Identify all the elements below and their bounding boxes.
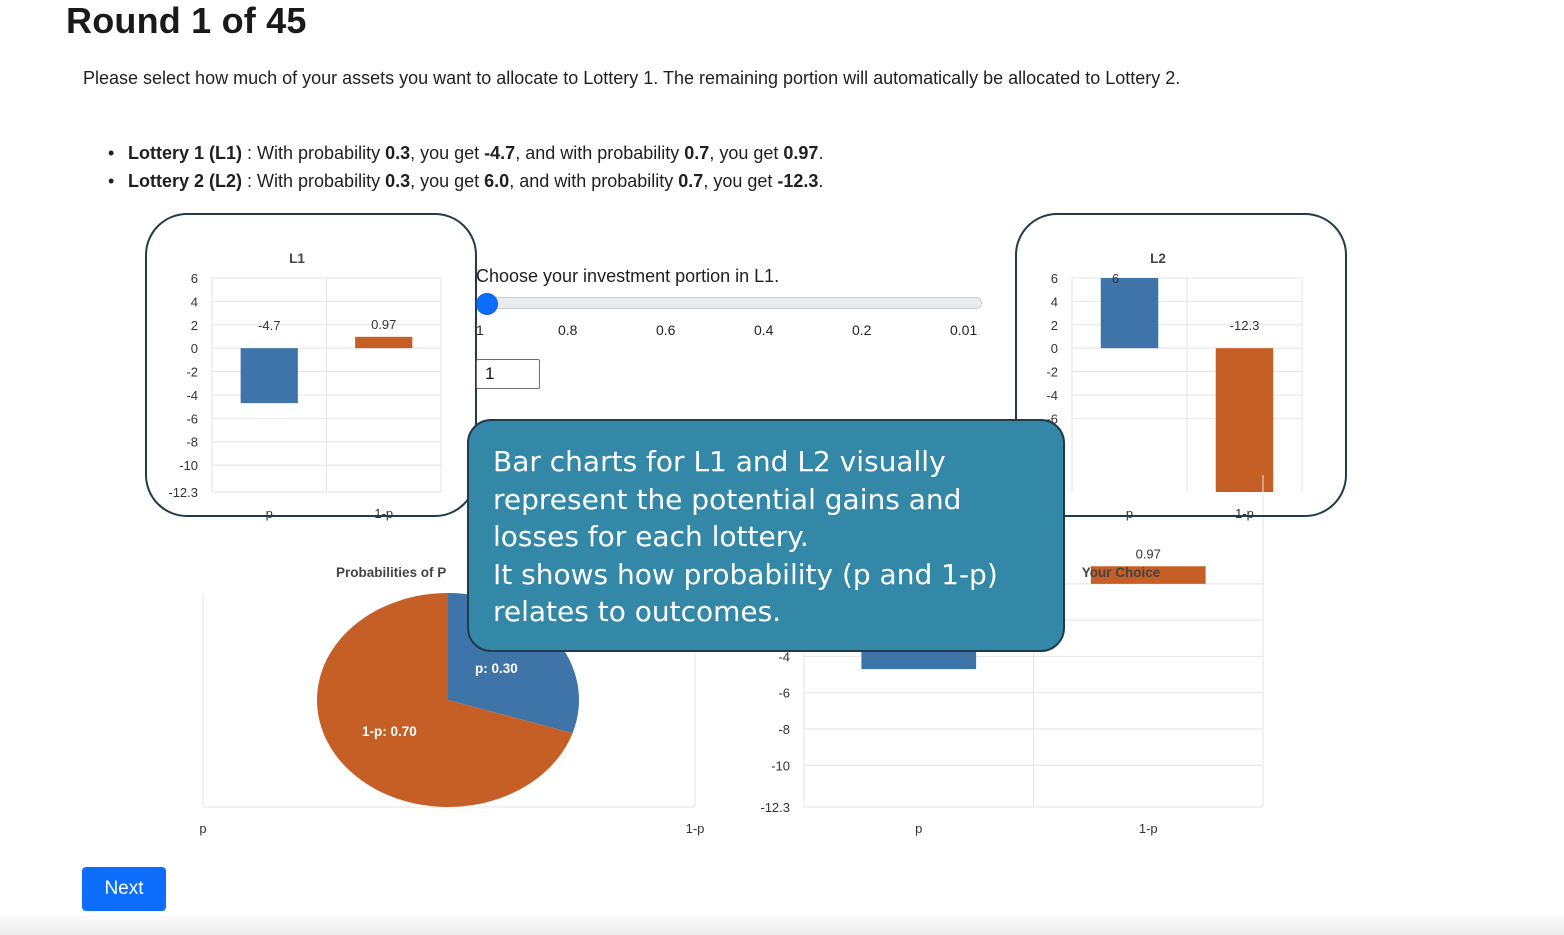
slider-tick-label: 0.4 — [754, 322, 774, 338]
l2-ytick-label: 4 — [1051, 294, 1058, 309]
lottery-outcome: -4.7 — [484, 143, 516, 163]
lottery-probability: 0.7 — [684, 143, 710, 163]
l2-bar-1-p — [1215, 348, 1274, 492]
prob-slice-label: 1-p: 0.70 — [362, 724, 417, 739]
slider-ticks: 1 0.8 0.6 0.4 0.2 0.01 — [476, 322, 986, 342]
prob-title: Probabilities of P — [336, 565, 446, 580]
choice-ytick-label: -10 — [771, 758, 790, 773]
l2-data-label: 6 — [1112, 271, 1119, 286]
slider-tick-label: 0.2 — [852, 322, 872, 338]
l1-data-label: 0.97 — [371, 317, 396, 332]
prob-xtick-label: p — [199, 821, 206, 836]
l1-ytick-label: -4 — [186, 388, 198, 403]
slider-tick-label: 0.8 — [558, 322, 578, 338]
lottery-probability: 0.3 — [385, 171, 411, 191]
prob-xtick-label: 1-p — [686, 821, 705, 836]
choice-data-label: 0.97 — [1136, 546, 1161, 561]
l1-title: L1 — [289, 251, 305, 266]
investment-portion-input[interactable] — [476, 359, 540, 389]
choice-ytick-label: -8 — [778, 722, 790, 737]
lottery-text: , you get — [703, 171, 778, 191]
lottery-text: , you get — [410, 143, 485, 163]
choice-bar-1-p — [1090, 566, 1206, 584]
choice-ytick-label: -6 — [778, 686, 790, 701]
bottom-fade — [0, 911, 1564, 935]
tooltip-line: It shows how probability (p and 1-p) — [493, 557, 998, 591]
l2-ytick-label: 2 — [1051, 318, 1058, 333]
l1-ytick-label: 0 — [191, 341, 198, 356]
l2-ytick-label: -4 — [1046, 388, 1058, 403]
instructions-text: Please select how much of your assets yo… — [83, 68, 1181, 88]
lottery-outcome: 0.97 — [783, 143, 819, 163]
slider-tick-label: 0.6 — [656, 322, 676, 338]
tooltip-line: relates to outcomes. — [493, 595, 782, 628]
choice-ytick-label: -4 — [778, 649, 790, 664]
l2-xtick-label: 1-p — [1235, 506, 1254, 521]
lottery-outcome: -12.3 — [777, 171, 819, 191]
l1-xtick-label: 1-p — [374, 506, 393, 521]
lottery-label: Lottery 2 (L2) — [128, 171, 243, 191]
choice-ytick-label: -12.3 — [760, 800, 790, 815]
l2-ytick-label: 0 — [1051, 341, 1058, 356]
lottery-text: , and with probability — [509, 171, 679, 191]
lottery-label: Lottery 1 (L1) — [128, 143, 243, 163]
l1-ytick-label: -2 — [186, 365, 198, 380]
lottery-item-l2: Lottery 2 (L2) : With probability 0.3, y… — [108, 167, 823, 195]
investment-slider-block: Choose your investment portion in L1. 1 0… — [476, 266, 986, 338]
tutorial-tooltip: Bar charts for L1 and L2 visually represe… — [467, 419, 1065, 652]
l1-xtick-label: p — [266, 506, 273, 521]
lottery-list: Lottery 1 (L1) : With probability 0.3, y… — [108, 139, 823, 195]
lottery-text: , you get — [709, 143, 784, 163]
l1-ytick-label: -10 — [179, 458, 198, 473]
l2-ytick-label: -6 — [1046, 411, 1058, 426]
choice-xtick-label: 1-p — [1139, 821, 1158, 836]
l1-ytick-label: 2 — [191, 318, 198, 333]
l2-xtick-label: p — [1126, 506, 1133, 521]
l2-data-label: -12.3 — [1230, 318, 1260, 333]
l1-ytick-label: 6 — [191, 271, 198, 286]
page-title: Round 1 of 45 — [66, 0, 307, 41]
l2-ytick-label: -2 — [1046, 365, 1058, 380]
lottery-outcome: 6.0 — [484, 171, 510, 191]
next-button[interactable]: Next — [82, 867, 166, 911]
tooltip-line: losses for each lottery. — [493, 520, 809, 553]
tooltip-line: represent the potential gains and — [493, 482, 962, 516]
slider-thumb[interactable] — [476, 293, 498, 315]
l2-bar-p — [1100, 278, 1159, 349]
l1-bar-1-p — [355, 336, 413, 349]
lottery-text: , and with probability — [515, 143, 685, 163]
lottery-text: . — [818, 171, 824, 191]
lottery-item-l1: Lottery 1 (L1) : With probability 0.3, y… — [108, 139, 823, 167]
tooltip-line: Bar charts for L1 and L2 visually — [493, 445, 946, 478]
choice-xtick-label: p — [915, 821, 922, 836]
lottery-text: : With probability — [242, 171, 386, 191]
lottery-text: . — [818, 143, 824, 163]
slider-label: Choose your investment portion in L1. — [476, 266, 780, 286]
lottery-text: , you get — [410, 171, 485, 191]
lottery-text: : With probability — [242, 143, 386, 163]
l1-ytick-label: 4 — [191, 294, 198, 309]
lottery-probability: 0.3 — [385, 143, 411, 163]
choice-title: Your Choice — [1082, 565, 1161, 580]
slider-tick-label: 0.01 — [950, 322, 978, 338]
lottery-probability: 0.7 — [678, 171, 704, 191]
l2-ytick-label: 6 — [1051, 271, 1058, 286]
l1-ytick-label: -6 — [186, 411, 198, 426]
l1-bar-p — [240, 348, 298, 404]
l1-ytick-label: -8 — [186, 435, 198, 450]
prob-slice-label: p: 0.30 — [475, 661, 518, 676]
slider-track[interactable] — [480, 297, 982, 309]
l1-highlight-frame — [145, 213, 477, 517]
l2-title: L2 — [1150, 251, 1166, 266]
l1-data-label: -4.7 — [258, 318, 280, 333]
slider-tick-label: 1 — [476, 322, 484, 338]
prob-slice-1 — [316, 593, 573, 807]
l2-highlight-frame — [1015, 213, 1347, 517]
